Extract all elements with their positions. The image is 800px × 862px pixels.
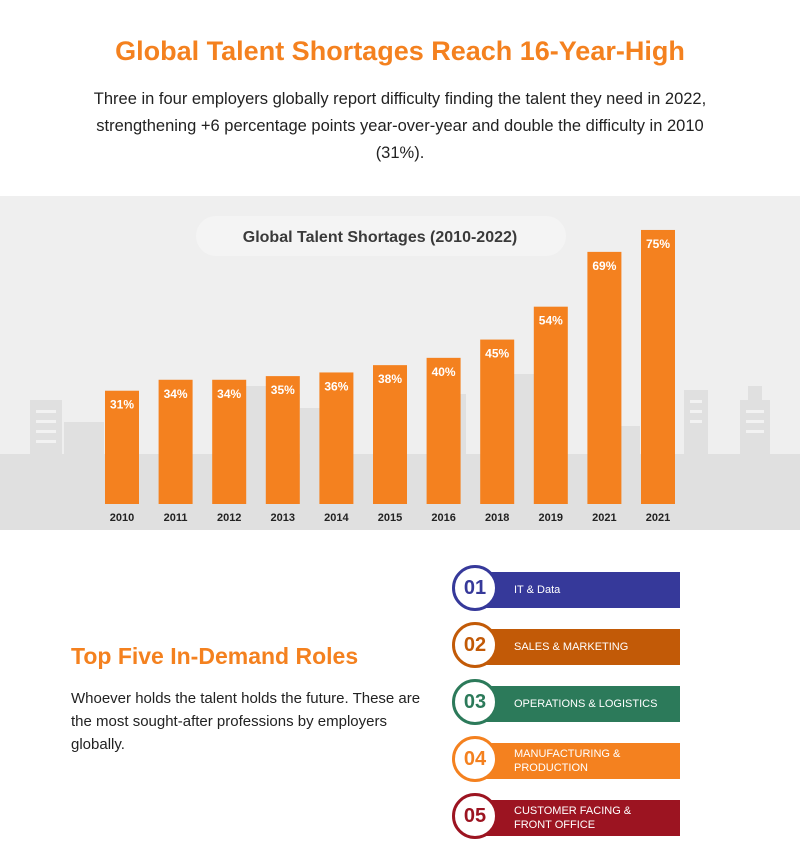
role-bar: IT & Data <box>478 572 680 608</box>
bar-2014 <box>319 372 354 504</box>
role-label: CUSTOMER FACING & FRONT OFFICE <box>514 805 632 831</box>
bar-2010 <box>105 390 139 504</box>
chart-panel: Global Talent Shortages (2010-2022) 31% 2… <box>0 196 800 530</box>
role-number-badge: 04 <box>452 736 498 782</box>
bar-value-label: 36% <box>324 379 348 393</box>
bar-2021 <box>641 229 675 504</box>
roles-title: Top Five In-Demand Roles <box>71 643 359 669</box>
role-item-4: MANUFACTURING & PRODUCTION 04 <box>452 736 682 786</box>
bar-2016 <box>426 357 461 504</box>
bar-value-label: 69% <box>592 259 616 273</box>
bar-chart: Global Talent Shortages (2010-2022) 31% 2… <box>0 216 800 530</box>
bar-value-label: 45% <box>485 347 509 361</box>
intro-text: Three in four employers globally report … <box>93 90 707 162</box>
chart-title: Global Talent Shortages (2010-2022) <box>243 229 517 246</box>
role-number-badge: 02 <box>452 622 498 668</box>
bar-2012 <box>212 379 247 504</box>
bar-value-label: 34% <box>164 387 188 401</box>
bar-2015 <box>373 365 407 504</box>
x-tick-label: 2019 <box>539 512 563 524</box>
x-tick-label: 2016 <box>431 512 455 524</box>
x-tick-label: 2012 <box>217 512 241 524</box>
role-bar: CUSTOMER FACING & FRONT OFFICE <box>478 800 680 836</box>
bar-value-label: 75% <box>646 237 670 251</box>
roles-description: Whoever holds the talent holds the futur… <box>71 690 421 753</box>
role-item-3: OPERATIONS & LOGISTICS 03 <box>452 679 682 729</box>
x-tick-label: 2021 <box>646 512 670 524</box>
role-bar: MANUFACTURING & PRODUCTION <box>478 743 680 779</box>
bar-2019 <box>533 306 568 504</box>
role-label: SALES & MARKETING <box>514 641 629 653</box>
bar-value-label: 40% <box>432 365 456 379</box>
role-item-1: IT & Data 01 <box>452 565 682 615</box>
bar-2018 <box>480 339 515 504</box>
bar-value-label: 54% <box>539 314 563 328</box>
page-title: Global Talent Shortages Reach 16-Year-Hi… <box>115 36 685 66</box>
role-number-badge: 03 <box>452 679 498 725</box>
x-tick-label: 2015 <box>378 512 402 524</box>
bar-value-label: 31% <box>110 398 134 412</box>
role-item-2: SALES & MARKETING 02 <box>452 622 682 672</box>
bar-2011 <box>158 379 193 504</box>
skyline-windows <box>36 400 764 443</box>
role-label: IT & Data <box>514 584 561 596</box>
role-bar: SALES & MARKETING <box>478 629 680 665</box>
x-tick-label: 2021 <box>592 512 616 524</box>
x-tick-label: 2014 <box>324 512 349 524</box>
x-tick-label: 2018 <box>485 512 509 524</box>
x-tick-label: 2010 <box>110 512 134 524</box>
role-label: MANUFACTURING & PRODUCTION <box>514 748 621 774</box>
role-number-badge: 01 <box>452 565 498 611</box>
bar-2013 <box>265 376 300 504</box>
bar-value-label: 34% <box>217 387 241 401</box>
x-tick-label: 2013 <box>271 512 295 524</box>
role-item-5: CUSTOMER FACING & FRONT OFFICE 05 <box>452 793 682 843</box>
role-label: OPERATIONS & LOGISTICS <box>514 698 658 710</box>
role-bar: OPERATIONS & LOGISTICS <box>478 686 680 722</box>
role-number-badge: 05 <box>452 793 498 839</box>
bar-value-label: 35% <box>271 383 295 397</box>
x-tick-label: 2011 <box>164 512 188 524</box>
chart-title-pill <box>196 216 566 256</box>
bar-series: 31% 2010 34% 2011 34% 2012 35% 2013 36% 2014 38% 20… <box>105 229 675 524</box>
bar-2021 <box>587 251 622 504</box>
bar-value-label: 38% <box>378 372 402 386</box>
